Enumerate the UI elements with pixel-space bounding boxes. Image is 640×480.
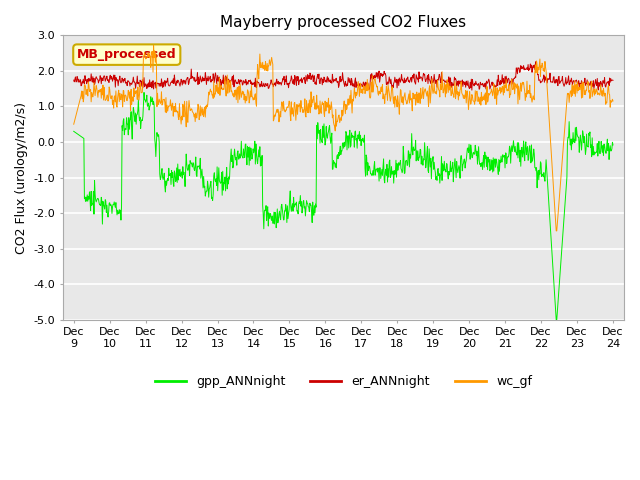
- wc_gf: [170, 104, 178, 109]
- Legend: gpp_ANNnight, er_ANNnight, wc_gf: gpp_ANNnight, er_ANNnight, wc_gf: [150, 370, 537, 393]
- gpp_ANNnight: [592, 150, 600, 156]
- gpp_ANNnight: [70, 129, 77, 134]
- wc_gf: [552, 228, 560, 234]
- gpp_ANNnight: [552, 317, 560, 323]
- er_ANNnight: [70, 77, 77, 83]
- gpp_ANNnight: [388, 171, 396, 177]
- er_ANNnight: [468, 87, 476, 93]
- wc_gf: [592, 91, 600, 97]
- er_ANNnight: [532, 59, 540, 64]
- Title: Mayberry processed CO2 Fluxes: Mayberry processed CO2 Fluxes: [220, 15, 467, 30]
- wc_gf: [294, 103, 302, 108]
- er_ANNnight: [96, 77, 104, 83]
- gpp_ANNnight: [140, 90, 148, 96]
- wc_gf: [609, 98, 617, 104]
- gpp_ANNnight: [96, 202, 104, 208]
- gpp_ANNnight: [294, 211, 302, 217]
- er_ANNnight: [592, 77, 600, 83]
- er_ANNnight: [170, 81, 178, 86]
- gpp_ANNnight: [609, 142, 617, 148]
- er_ANNnight: [388, 81, 396, 86]
- er_ANNnight: [294, 78, 301, 84]
- gpp_ANNnight: [170, 168, 178, 174]
- Line: gpp_ANNnight: gpp_ANNnight: [74, 93, 613, 320]
- wc_gf: [583, 82, 591, 88]
- er_ANNnight: [583, 77, 591, 83]
- Y-axis label: CO2 Flux (urology/m2/s): CO2 Flux (urology/m2/s): [15, 102, 28, 253]
- wc_gf: [96, 87, 104, 93]
- Line: er_ANNnight: er_ANNnight: [74, 61, 613, 90]
- wc_gf: [388, 84, 396, 90]
- er_ANNnight: [609, 77, 617, 83]
- wc_gf: [70, 121, 77, 127]
- wc_gf: [150, 43, 157, 48]
- gpp_ANNnight: [583, 144, 591, 149]
- Line: wc_gf: wc_gf: [74, 46, 613, 231]
- Text: MB_processed: MB_processed: [77, 48, 177, 61]
